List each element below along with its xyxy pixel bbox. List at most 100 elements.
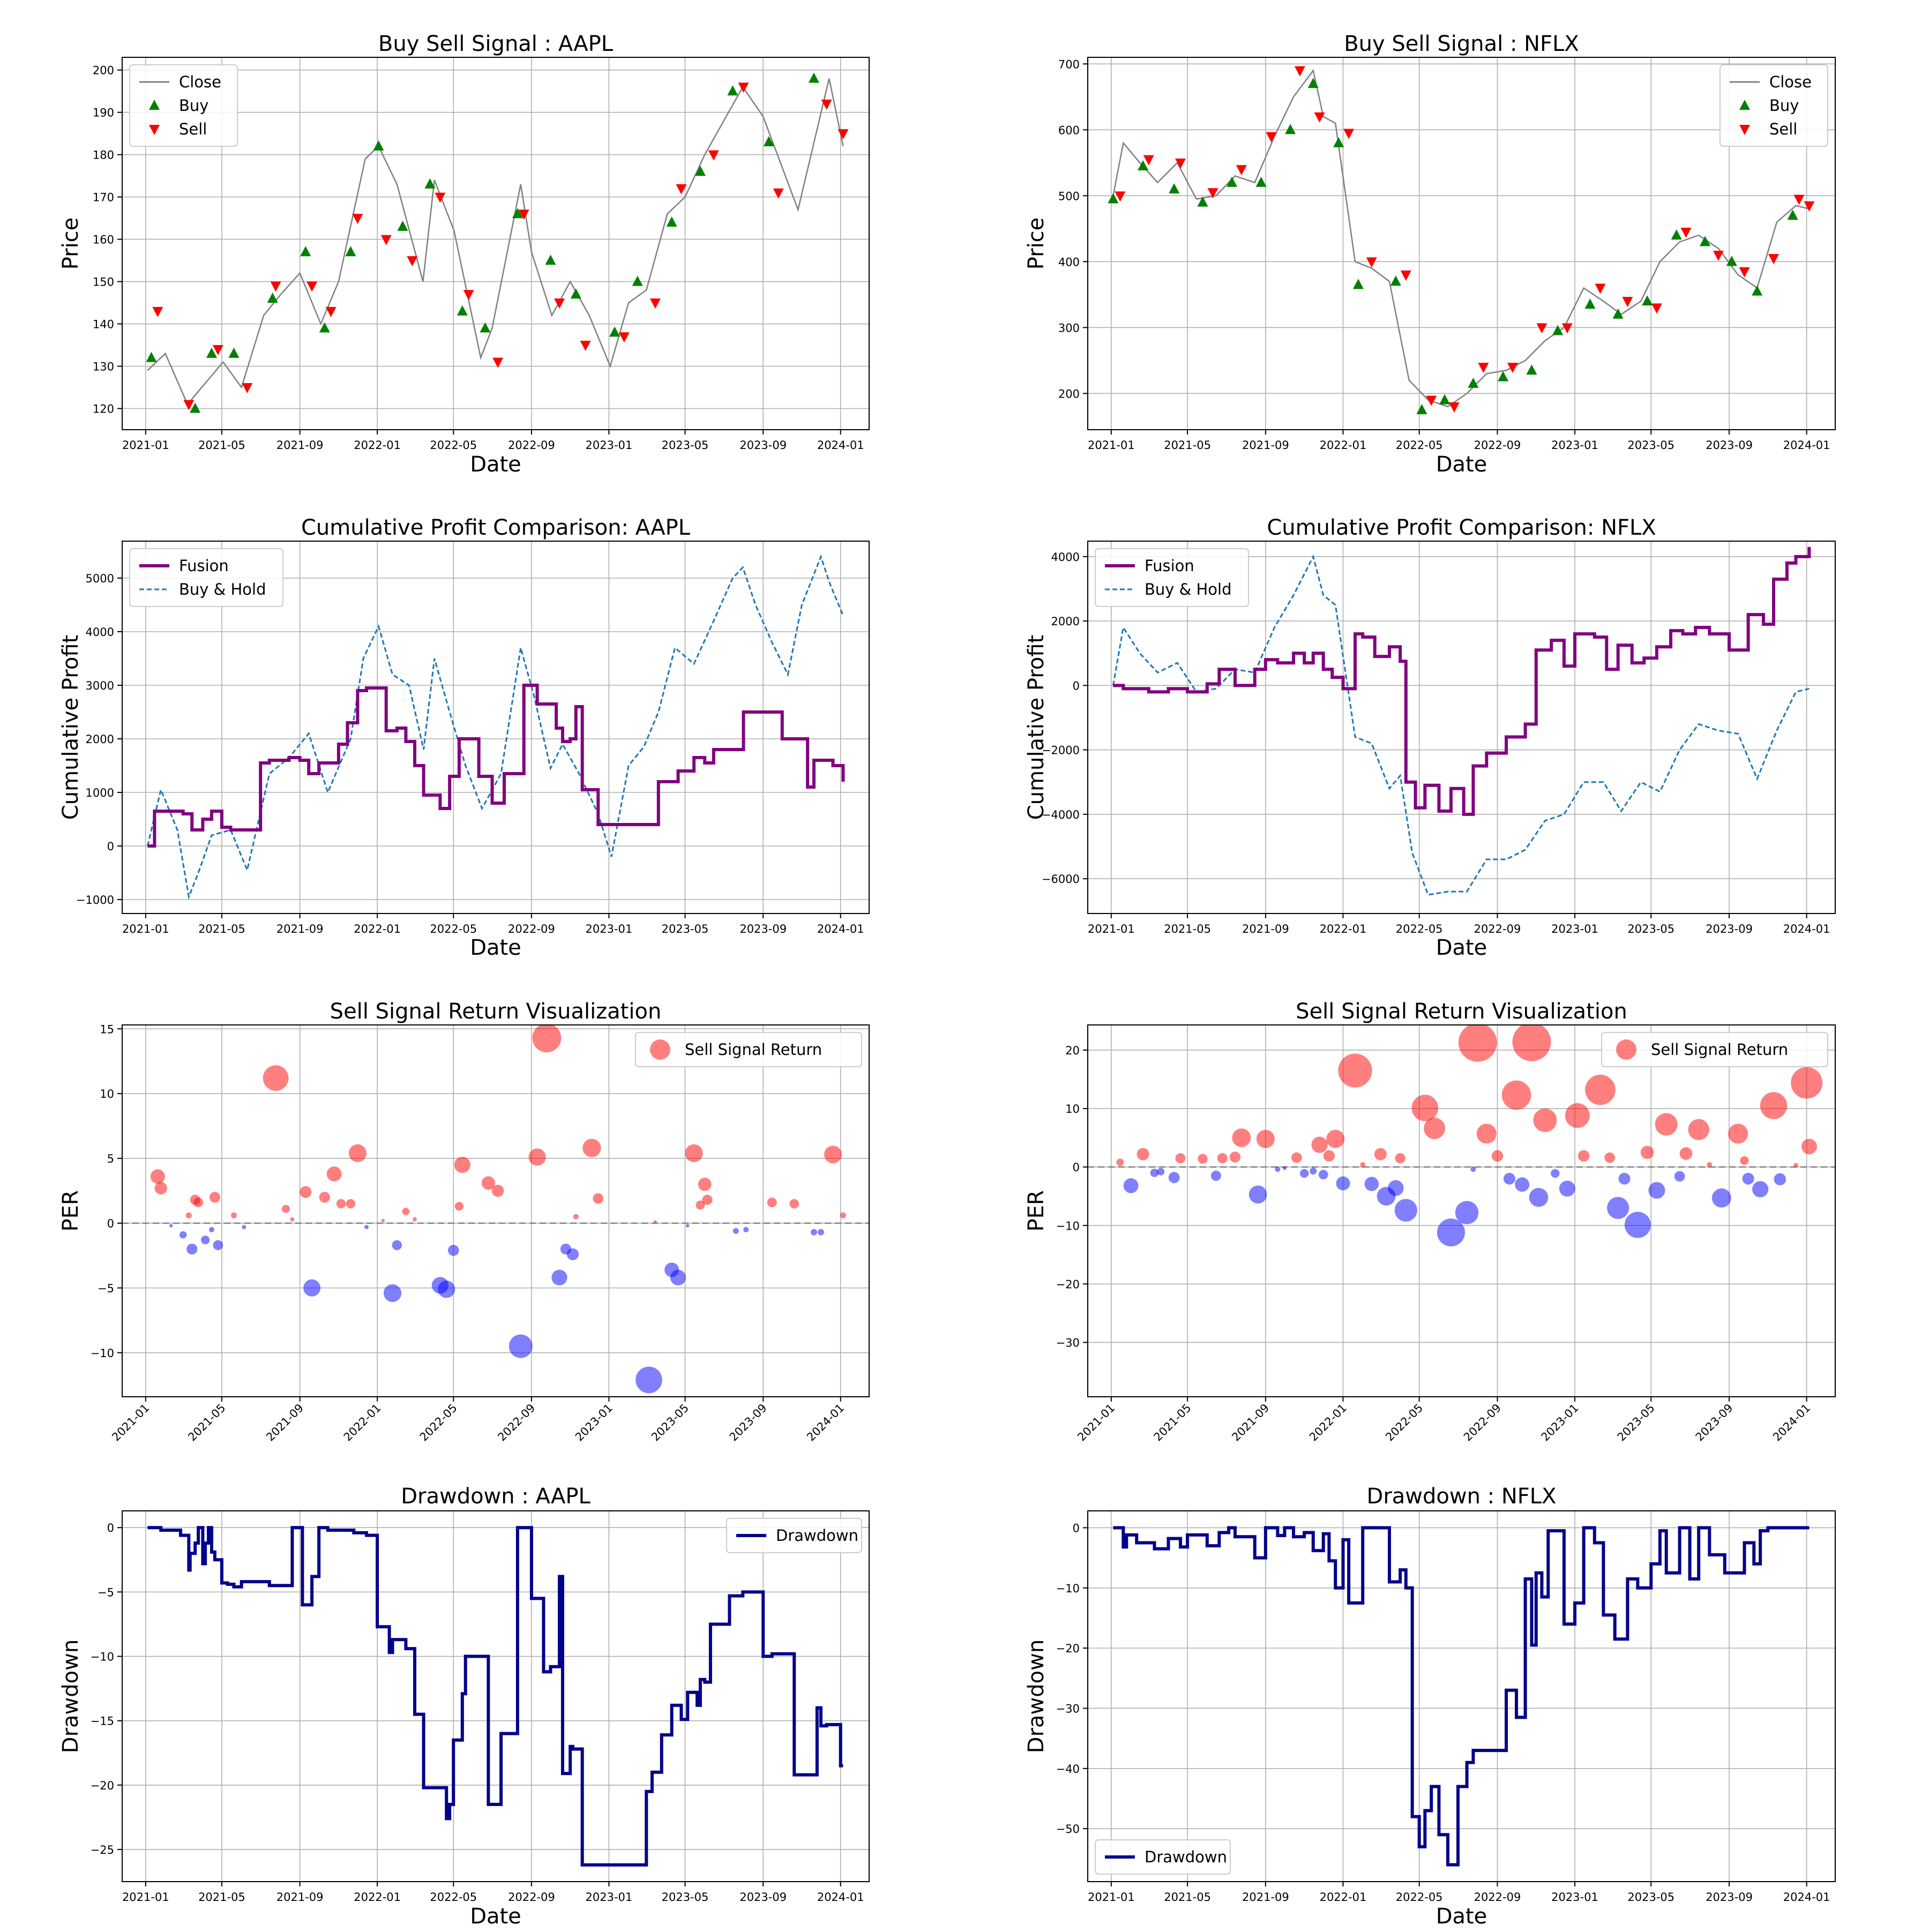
y-tick-label: 400 bbox=[1058, 256, 1080, 268]
sell-return-point bbox=[818, 1229, 824, 1235]
sell-return-point bbox=[1229, 1151, 1241, 1163]
sell-return-point bbox=[1529, 1188, 1549, 1207]
buy-marker bbox=[1787, 209, 1798, 220]
sell-return-point bbox=[685, 1144, 703, 1162]
plot-area bbox=[1088, 1025, 1835, 1247]
sell-marker bbox=[1448, 402, 1460, 413]
y-tick-label: 4000 bbox=[86, 626, 114, 639]
chart-4: 2021-01 2021-05 2021-09 2022-01 2022-05 2022-… bbox=[1024, 515, 1836, 960]
y-tick-label: 170 bbox=[93, 191, 114, 204]
sell-return-point bbox=[1793, 1163, 1798, 1168]
y-tick-label: 5 bbox=[107, 1152, 114, 1165]
x-tick-label: 2023-01 bbox=[586, 1891, 633, 1904]
legend-swatch-sell bbox=[149, 125, 160, 135]
sell-marker bbox=[1804, 201, 1815, 212]
sell-return-point bbox=[154, 1181, 167, 1195]
x-tick-label: 2022-01 bbox=[354, 923, 401, 935]
x-axis-label: Date bbox=[1436, 1904, 1487, 1929]
sell-return-point bbox=[1491, 1150, 1504, 1162]
sell-return-point bbox=[1311, 1136, 1328, 1153]
x-tick-label: 2021-01 bbox=[122, 923, 169, 935]
buy-marker bbox=[727, 85, 738, 96]
sell-marker bbox=[838, 129, 849, 140]
legend-box bbox=[726, 1518, 862, 1553]
y-tick-label: 0 bbox=[1073, 1161, 1080, 1174]
sell-return-point bbox=[1648, 1182, 1665, 1199]
sell-return-point bbox=[1679, 1147, 1693, 1160]
grid bbox=[122, 1511, 869, 1882]
x-tick-label: 2022-05 bbox=[1396, 1891, 1443, 1904]
buy-marker bbox=[1285, 124, 1296, 134]
x-tick-label: 2023-05 bbox=[1627, 923, 1674, 935]
chart-title: Buy Sell Signal : NFLX bbox=[1344, 32, 1579, 56]
sell-return-point bbox=[263, 1065, 289, 1091]
legend-label-sell-signal-return: Sell Signal Return bbox=[685, 1040, 822, 1059]
y-tick-label: 500 bbox=[1058, 190, 1080, 203]
axes-frame bbox=[122, 57, 870, 430]
y-tick-label: −10 bbox=[1056, 1219, 1080, 1232]
sell-marker bbox=[821, 99, 832, 110]
x-tick-label: 2021-09 bbox=[276, 439, 324, 452]
x-tick-label: 2023-09 bbox=[1706, 1891, 1753, 1904]
sell-marker bbox=[676, 184, 687, 194]
buy-marker bbox=[570, 288, 581, 299]
x-tick-label: 2021-09 bbox=[1242, 923, 1289, 935]
x-tick-label: 2023-05 bbox=[662, 1891, 709, 1904]
x-tick-label: 2021-05 bbox=[198, 923, 245, 935]
chart-title: Drawdown : AAPL bbox=[401, 1484, 590, 1509]
legend-label-drawdown: Drawdown bbox=[776, 1526, 858, 1545]
sell-return-point bbox=[1688, 1119, 1709, 1141]
buy-marker bbox=[632, 275, 643, 286]
x-tick-label: 2024-01 bbox=[1770, 1402, 1813, 1444]
sell-marker bbox=[1768, 254, 1780, 265]
sell-marker bbox=[1426, 395, 1437, 406]
sell-return-point bbox=[1299, 1169, 1309, 1178]
buy-marker bbox=[1390, 275, 1401, 286]
buy-marker bbox=[512, 208, 523, 219]
legend-label-buy: Buy bbox=[179, 96, 208, 115]
x-tick-label: 2022-09 bbox=[1474, 439, 1521, 452]
plot-area bbox=[1112, 546, 1811, 896]
x-tick-label: 2022-09 bbox=[1461, 1402, 1504, 1444]
sell-return-point bbox=[789, 1199, 799, 1209]
y-tick-label: 20 bbox=[1065, 1044, 1080, 1057]
x-tick-label: 2023-09 bbox=[727, 1402, 769, 1444]
sell-return-point bbox=[242, 1225, 246, 1230]
sell-marker bbox=[1366, 257, 1377, 268]
chart-5: 2021-01 2021-05 2021-09 2022-01 2022-05 2022-… bbox=[58, 999, 870, 1444]
sell-return-point bbox=[1674, 1171, 1685, 1182]
sell-return-point bbox=[1360, 1162, 1366, 1167]
buy-marker bbox=[763, 136, 774, 146]
sell-return-point bbox=[566, 1248, 579, 1261]
sell-marker bbox=[1400, 270, 1411, 281]
sell-return-point bbox=[702, 1194, 713, 1205]
legend-box bbox=[1095, 548, 1249, 607]
sell-return-point bbox=[348, 1144, 367, 1162]
buy-marker bbox=[1584, 298, 1596, 309]
x-tick-label: 2023-09 bbox=[1706, 923, 1753, 935]
x-tick-label: 2023-01 bbox=[1539, 1402, 1581, 1444]
sell-marker bbox=[708, 150, 719, 161]
sell-return-point bbox=[383, 1284, 402, 1302]
legend-box bbox=[635, 1032, 862, 1067]
sell-return-point bbox=[1326, 1129, 1345, 1148]
x-tick-label: 2021-01 bbox=[1088, 923, 1135, 935]
close-line bbox=[147, 78, 844, 406]
buy-marker bbox=[146, 351, 157, 362]
y-tick-label: 0 bbox=[107, 1217, 114, 1230]
sell-return-point bbox=[528, 1148, 546, 1166]
sell-return-point bbox=[593, 1193, 604, 1204]
sell-marker bbox=[463, 290, 474, 301]
y-tick-label: −6000 bbox=[1042, 873, 1080, 886]
sell-return-point bbox=[201, 1235, 210, 1245]
y-axis-label: Cumulative Profit bbox=[1024, 635, 1049, 820]
fusion-line bbox=[147, 684, 845, 848]
chart-8: 2021-01 2021-05 2021-09 2022-01 2022-05 2022-… bbox=[1024, 1484, 1836, 1929]
sell-return-point bbox=[1559, 1180, 1575, 1197]
legend-swatch-buy bbox=[1739, 100, 1750, 110]
y-tick-label: 160 bbox=[93, 234, 114, 246]
x-tick-label: 2021-05 bbox=[185, 1402, 228, 1444]
x-tick-label: 2021-05 bbox=[198, 1891, 245, 1904]
sell-return-point bbox=[300, 1186, 312, 1198]
y-axis-label: Drawdown bbox=[58, 1639, 83, 1753]
